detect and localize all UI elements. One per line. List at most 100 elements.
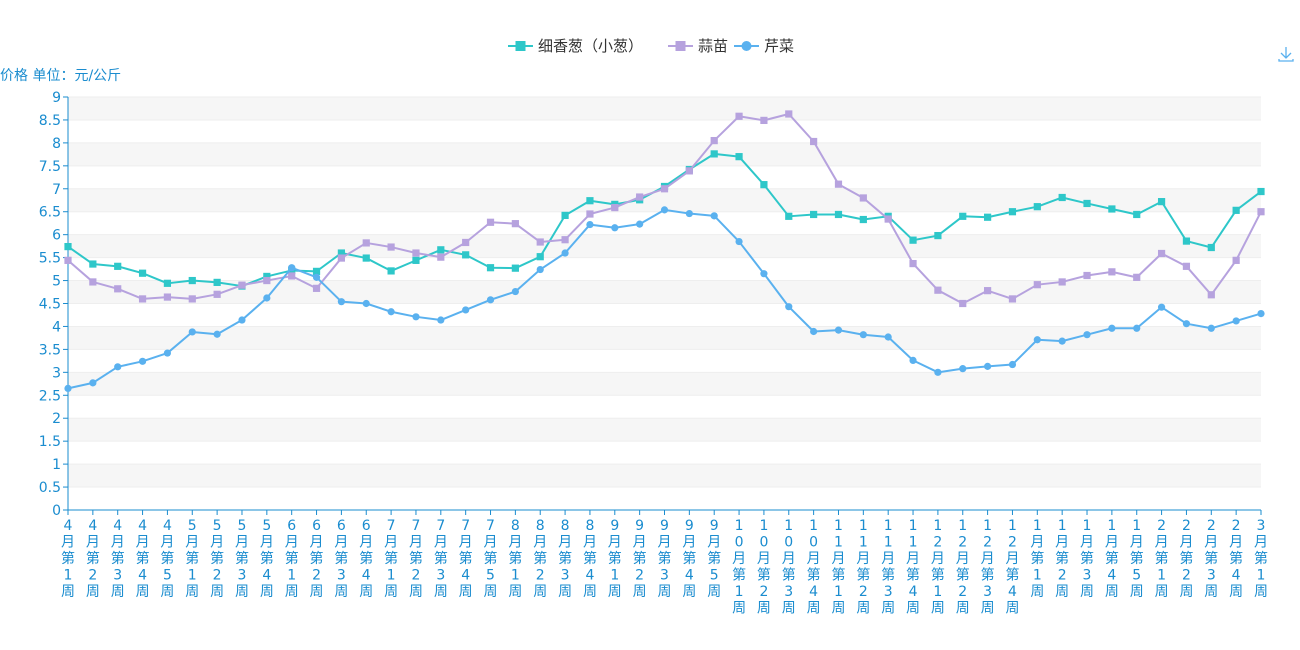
data-point[interactable] <box>834 180 843 188</box>
data-point[interactable] <box>536 253 544 261</box>
data-point[interactable] <box>1083 271 1091 280</box>
data-point[interactable] <box>412 313 420 321</box>
data-point[interactable] <box>163 293 172 301</box>
data-point[interactable] <box>387 267 395 275</box>
data-point[interactable] <box>810 210 818 219</box>
data-point[interactable] <box>1033 203 1041 211</box>
data-point[interactable] <box>1108 268 1116 276</box>
data-point[interactable] <box>1232 317 1240 325</box>
data-point[interactable] <box>1033 336 1041 344</box>
data-point[interactable] <box>412 249 420 257</box>
data-point[interactable] <box>462 251 470 259</box>
data-point[interactable] <box>1257 187 1265 196</box>
data-point[interactable] <box>760 270 768 278</box>
data-point[interactable] <box>859 331 867 339</box>
data-point[interactable] <box>760 181 768 189</box>
data-point[interactable] <box>312 273 321 281</box>
data-point[interactable] <box>238 316 246 324</box>
data-point[interactable] <box>1133 324 1141 332</box>
data-point[interactable] <box>114 285 122 293</box>
data-point[interactable] <box>884 215 892 223</box>
data-point[interactable] <box>64 256 72 264</box>
data-point[interactable] <box>760 116 768 125</box>
data-point[interactable] <box>909 259 917 268</box>
data-point[interactable] <box>959 365 967 373</box>
data-point[interactable] <box>1008 295 1017 303</box>
data-point[interactable] <box>114 363 122 371</box>
data-point[interactable] <box>437 253 445 261</box>
data-point[interactable] <box>785 212 793 220</box>
data-point[interactable] <box>1207 324 1215 332</box>
data-point[interactable] <box>1108 324 1116 332</box>
data-point[interactable] <box>984 362 992 370</box>
data-point[interactable] <box>834 326 843 334</box>
data-point[interactable] <box>64 384 72 392</box>
data-point[interactable] <box>984 287 992 295</box>
download-icon[interactable] <box>1278 46 1294 62</box>
data-point[interactable] <box>138 295 147 303</box>
data-point[interactable] <box>188 328 196 336</box>
data-point[interactable] <box>934 368 942 376</box>
data-point[interactable] <box>1182 262 1191 270</box>
data-point[interactable] <box>1083 199 1091 208</box>
data-point[interactable] <box>909 356 917 365</box>
data-point[interactable] <box>1207 291 1215 299</box>
data-point[interactable] <box>1083 331 1091 339</box>
data-point[interactable] <box>1157 198 1166 206</box>
legend-item[interactable]: 细香葱（小葱） <box>508 37 643 55</box>
data-point[interactable] <box>387 243 395 251</box>
data-point[interactable] <box>1232 206 1240 214</box>
data-point[interactable] <box>362 254 370 262</box>
data-point[interactable] <box>959 212 967 220</box>
data-point[interactable] <box>114 262 122 270</box>
data-point[interactable] <box>486 264 495 272</box>
data-point[interactable] <box>984 213 992 221</box>
data-point[interactable] <box>486 296 495 304</box>
data-point[interactable] <box>536 238 544 246</box>
data-point[interactable] <box>1008 208 1017 216</box>
data-point[interactable] <box>362 239 370 247</box>
data-point[interactable] <box>64 242 72 251</box>
data-point[interactable] <box>462 306 470 314</box>
data-point[interactable] <box>263 276 271 285</box>
data-point[interactable] <box>163 279 172 287</box>
data-point[interactable] <box>586 210 594 218</box>
data-point[interactable] <box>337 249 345 257</box>
data-point[interactable] <box>1133 210 1141 219</box>
data-point[interactable] <box>138 357 147 365</box>
data-point[interactable] <box>934 286 942 294</box>
data-point[interactable] <box>312 284 321 292</box>
data-point[interactable] <box>785 110 793 118</box>
data-point[interactable] <box>188 276 196 285</box>
data-point[interactable] <box>163 349 172 357</box>
data-point[interactable] <box>1182 320 1191 328</box>
data-point[interactable] <box>611 203 619 212</box>
data-point[interactable] <box>213 330 221 338</box>
data-point[interactable] <box>312 267 321 275</box>
data-point[interactable] <box>586 197 594 205</box>
data-point[interactable] <box>337 254 345 262</box>
data-point[interactable] <box>1058 337 1066 345</box>
data-point[interactable] <box>536 265 544 274</box>
data-point[interactable] <box>735 153 743 161</box>
data-point[interactable] <box>710 212 718 220</box>
data-point[interactable] <box>89 379 97 387</box>
data-point[interactable] <box>188 295 196 303</box>
data-point[interactable] <box>660 206 669 214</box>
data-point[interactable] <box>1257 309 1265 318</box>
legend-item[interactable]: 芹菜 <box>734 37 794 55</box>
data-point[interactable] <box>213 290 221 298</box>
data-point[interactable] <box>561 211 569 219</box>
data-point[interactable] <box>1182 237 1191 245</box>
data-point[interactable] <box>1058 278 1066 286</box>
data-point[interactable] <box>1058 193 1066 202</box>
data-point[interactable] <box>810 137 818 146</box>
data-point[interactable] <box>1133 273 1141 281</box>
data-point[interactable] <box>511 220 519 228</box>
data-point[interactable] <box>909 236 917 244</box>
data-point[interactable] <box>685 209 693 218</box>
data-point[interactable] <box>859 194 867 202</box>
data-point[interactable] <box>859 215 867 224</box>
data-point[interactable] <box>1033 281 1041 289</box>
data-point[interactable] <box>213 278 221 286</box>
